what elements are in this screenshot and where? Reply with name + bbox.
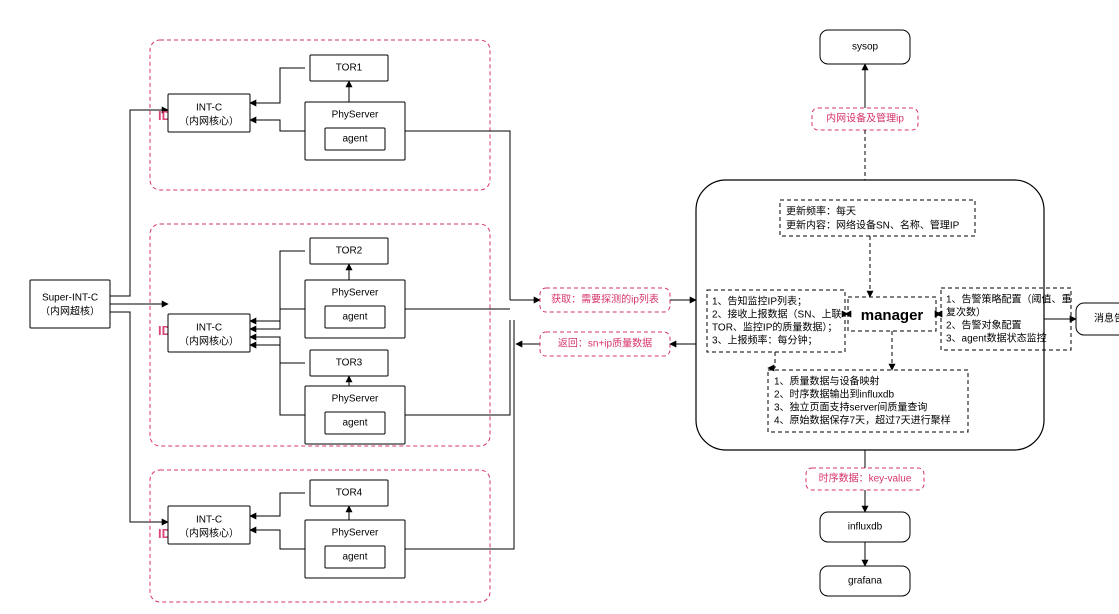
svg-text:manager: manager	[861, 307, 924, 324]
idc-group-1: IDC INT-C （内网核心） TOR1 PhyServer agent	[150, 40, 490, 190]
sysop-node: sysop	[820, 30, 910, 64]
idc2-physerver-b: PhyServer agent	[305, 386, 405, 444]
svg-text:TOR1: TOR1	[336, 63, 363, 74]
svg-text:TOR、监控IP的质量数据）；: TOR、监控IP的质量数据）；	[712, 321, 837, 334]
idc1-physerver: PhyServer agent	[305, 102, 405, 160]
svg-text:（内网核心）: （内网核心）	[179, 115, 239, 128]
idc-group-2: IDC INT-C （内网核心） TOR2 PhyServer agent TO…	[150, 224, 490, 446]
svg-text:agent: agent	[342, 418, 367, 429]
idc-group-3: IDC INT-C （内网核心） TOR4 PhyServer agent	[150, 470, 490, 602]
svg-text:2、接收上报数据（SN、上联: 2、接收上报数据（SN、上联	[712, 308, 841, 321]
svg-text:influxdb: influxdb	[848, 522, 883, 533]
ts-data-label: 时序数据：key-value	[806, 468, 924, 490]
alert-msg-node: 消息告警	[1076, 303, 1119, 335]
idc3-physerver: PhyServer agent	[305, 520, 405, 578]
svg-text:PhyServer: PhyServer	[332, 110, 379, 121]
mid-fetch-label: 获取：需要探测的ip列表	[540, 288, 670, 312]
svg-text:2、告警对象配置: 2、告警对象配置	[946, 319, 1022, 332]
svg-text:返回：sn+ip质量数据: 返回：sn+ip质量数据	[558, 337, 652, 350]
svg-text:消息告警: 消息告警	[1094, 312, 1119, 325]
svg-text:4、原始数据保存7天，超过7天进行聚样: 4、原始数据保存7天，超过7天进行聚样	[774, 414, 951, 427]
super-int-c-line1: Super-INT-C	[42, 293, 98, 304]
svg-text:PhyServer: PhyServer	[332, 394, 379, 405]
svg-text:3、上报频率：每分钟；: 3、上报频率：每分钟；	[712, 334, 818, 347]
sysop-caption: 内网设备及管理ip	[812, 108, 918, 130]
svg-text:更新频率：每天: 更新频率：每天	[786, 205, 856, 218]
svg-text:TOR2: TOR2	[336, 246, 363, 257]
svg-text:1、质量数据与设备映射: 1、质量数据与设备映射	[774, 375, 880, 388]
svg-text:获取：需要探测的ip列表: 获取：需要探测的ip列表	[551, 293, 659, 306]
svg-text:INT-C: INT-C	[196, 103, 222, 114]
svg-text:INT-C: INT-C	[196, 515, 222, 526]
mid-return-label: 返回：sn+ip质量数据	[540, 332, 670, 356]
svg-text:（内网核心）: （内网核心）	[179, 335, 239, 348]
super-int-c-line2: （内网超核）	[40, 305, 100, 318]
svg-text:更新内容：网络设备SN、名称、管理IP: 更新内容：网络设备SN、名称、管理IP	[786, 219, 960, 232]
svg-text:agent: agent	[342, 552, 367, 563]
svg-text:INT-C: INT-C	[196, 323, 222, 334]
svg-text:sysop: sysop	[852, 42, 879, 53]
svg-text:agent: agent	[342, 312, 367, 323]
influxdb-node: influxdb	[820, 512, 910, 542]
svg-text:1、告警策略配置（阈值、重: 1、告警策略配置（阈值、重	[946, 293, 1072, 306]
svg-text:agent: agent	[342, 134, 367, 145]
svg-text:TOR4: TOR4	[336, 488, 363, 499]
grafana-node: grafana	[820, 566, 910, 596]
svg-text:1、告知监控IP列表；: 1、告知监控IP列表；	[712, 295, 807, 308]
svg-text:3、agent数据状态监控: 3、agent数据状态监控	[946, 332, 1047, 345]
svg-text:2、时序数据输出到influxdb: 2、时序数据输出到influxdb	[774, 388, 894, 401]
svg-text:3、独立页面支持server间质量查询: 3、独立页面支持server间质量查询	[774, 401, 927, 414]
svg-text:grafana: grafana	[848, 576, 882, 587]
svg-text:内网设备及管理ip: 内网设备及管理ip	[826, 112, 904, 125]
edge-super-to-idc1	[110, 110, 168, 296]
svg-text:复次数）: 复次数）	[946, 306, 986, 319]
svg-text:PhyServer: PhyServer	[332, 528, 379, 539]
super-int-c-node: Super-INT-C （内网超核）	[30, 280, 110, 328]
svg-text:PhyServer: PhyServer	[332, 288, 379, 299]
svg-text:TOR3: TOR3	[336, 358, 363, 369]
svg-text:时序数据：key-value: 时序数据：key-value	[819, 472, 912, 485]
svg-text:（内网核心）: （内网核心）	[179, 527, 239, 540]
idc2-physerver-a: PhyServer agent	[305, 280, 405, 338]
edge-super-to-idc3	[110, 312, 168, 522]
